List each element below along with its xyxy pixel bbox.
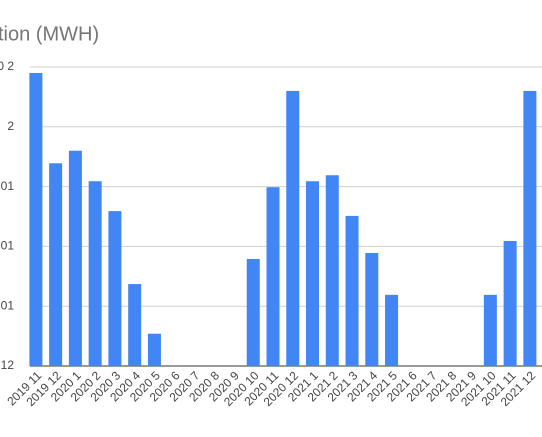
bar [503, 241, 517, 366]
y-tick-label: 0 2 [0, 59, 14, 73]
y-tick-label: 01 [1, 239, 15, 253]
bar [147, 333, 161, 366]
bar [128, 284, 142, 366]
bar [286, 90, 300, 367]
y-tick-label: 01 [1, 179, 15, 193]
bar [266, 187, 280, 366]
bar [88, 181, 102, 366]
bar [325, 175, 339, 366]
bar [483, 294, 497, 366]
y-tick-label: 2 [7, 119, 14, 133]
chart-title: tion (MWH) [0, 23, 99, 45]
y-tick-label: 01 [1, 298, 15, 312]
bar [108, 211, 122, 366]
bar [68, 150, 82, 366]
bar [523, 90, 537, 367]
bar [246, 258, 260, 366]
bar [29, 72, 43, 366]
bar [365, 252, 379, 366]
bar [345, 215, 359, 366]
bar [49, 163, 63, 366]
y-tick-label: 12 [1, 358, 15, 372]
bar [306, 181, 320, 366]
bar [385, 294, 399, 366]
